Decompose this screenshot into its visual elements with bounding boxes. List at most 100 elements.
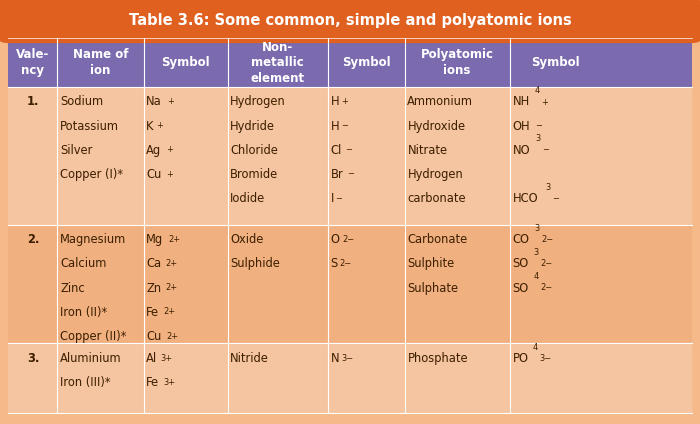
Text: 4: 4 (535, 86, 540, 95)
Text: Fe: Fe (146, 306, 160, 319)
Text: +: + (156, 121, 163, 130)
Text: Hydrogen: Hydrogen (230, 95, 286, 109)
Text: 2−: 2− (540, 259, 552, 268)
Text: Non-
metallic
element: Non- metallic element (251, 41, 304, 84)
Text: Al: Al (146, 352, 158, 365)
Text: N: N (330, 352, 339, 365)
Text: 2+: 2+ (166, 259, 178, 268)
Text: 2+: 2+ (163, 307, 176, 316)
Text: Zinc: Zinc (60, 282, 85, 295)
Text: Zn: Zn (146, 282, 162, 295)
Text: Calcium: Calcium (60, 257, 106, 271)
Text: Ag: Ag (146, 144, 162, 157)
Text: 4: 4 (533, 272, 538, 281)
Text: Polyatomic
ions: Polyatomic ions (421, 48, 494, 77)
Text: Sulphate: Sulphate (407, 282, 458, 295)
Text: Symbol: Symbol (342, 56, 391, 69)
Text: 2.: 2. (27, 233, 39, 246)
Text: NH: NH (512, 95, 530, 109)
Text: H: H (330, 120, 339, 133)
Text: −: − (552, 194, 559, 203)
Text: Oxide: Oxide (230, 233, 264, 246)
Text: K: K (146, 120, 154, 133)
Text: O: O (330, 233, 340, 246)
Text: +: + (166, 170, 173, 179)
Text: NO: NO (512, 144, 530, 157)
Text: −: − (342, 121, 349, 130)
Text: 2−: 2− (540, 283, 552, 292)
Text: 2−: 2− (342, 235, 354, 244)
Text: Cu: Cu (146, 330, 162, 343)
Text: Mg: Mg (146, 233, 163, 246)
Text: Hydrogen: Hydrogen (407, 168, 463, 181)
Text: 4: 4 (533, 343, 538, 351)
Text: +: + (166, 145, 173, 154)
Text: Sodium: Sodium (60, 95, 104, 109)
Bar (8, 225, 692, 343)
Text: CO: CO (512, 233, 529, 246)
Text: Sulphite: Sulphite (407, 257, 455, 271)
Text: HCO: HCO (512, 192, 538, 205)
Text: SO: SO (512, 257, 528, 271)
Text: Copper (II)*: Copper (II)* (60, 330, 127, 343)
Text: 2−: 2− (541, 235, 553, 244)
Text: Na: Na (146, 95, 162, 109)
Text: +: + (167, 97, 174, 106)
Text: 3: 3 (533, 248, 538, 257)
Text: 2+: 2+ (166, 283, 178, 292)
Text: Carbonate: Carbonate (407, 233, 468, 246)
Text: Cl: Cl (330, 144, 342, 157)
Text: Bromide: Bromide (230, 168, 279, 181)
Text: Table 3.6: Some common, simple and polyatomic ions: Table 3.6: Some common, simple and polya… (129, 13, 571, 28)
Text: 2+: 2+ (166, 332, 178, 340)
Bar (8, 38, 692, 87)
Text: −: − (347, 170, 354, 179)
Text: 3−: 3− (540, 354, 552, 363)
Text: OH: OH (512, 120, 530, 133)
Text: 3−: 3− (342, 354, 354, 363)
Text: Phosphate: Phosphate (407, 352, 468, 365)
Text: Cu: Cu (146, 168, 162, 181)
Text: Ammonium: Ammonium (407, 95, 473, 109)
Text: Symbol: Symbol (531, 56, 580, 69)
Text: 3: 3 (535, 134, 540, 143)
FancyBboxPatch shape (0, 0, 700, 42)
Text: 3+: 3+ (161, 354, 173, 363)
Text: 1.: 1. (27, 95, 39, 109)
Text: Hydroxide: Hydroxide (407, 120, 466, 133)
Text: PO: PO (512, 352, 528, 365)
Text: Name of
ion: Name of ion (73, 48, 128, 77)
Text: Symbol: Symbol (161, 56, 210, 69)
Text: I: I (330, 192, 334, 205)
Text: Silver: Silver (60, 144, 92, 157)
Text: Br: Br (330, 168, 343, 181)
Text: −: − (535, 121, 542, 130)
Text: Iodide: Iodide (230, 192, 265, 205)
Text: 3: 3 (534, 224, 540, 233)
Text: 3: 3 (545, 183, 551, 192)
Text: Copper (I)*: Copper (I)* (60, 168, 123, 181)
Text: S: S (330, 257, 337, 271)
Bar (8, 343, 692, 413)
Text: Chloride: Chloride (230, 144, 278, 157)
Text: 2−: 2− (340, 259, 352, 268)
Text: +: + (342, 97, 349, 106)
Text: Fe: Fe (146, 376, 160, 389)
Text: Iron (III)*: Iron (III)* (60, 376, 111, 389)
Text: Magnesium: Magnesium (60, 233, 127, 246)
Text: Ca: Ca (146, 257, 162, 271)
Text: SO: SO (512, 282, 528, 295)
Text: 3+: 3+ (163, 378, 176, 387)
Text: Aluminium: Aluminium (60, 352, 122, 365)
Text: −: − (542, 145, 549, 154)
Text: −: − (345, 145, 352, 154)
Text: H: H (330, 95, 339, 109)
Text: Nitrate: Nitrate (407, 144, 447, 157)
Text: 3.: 3. (27, 352, 39, 365)
Text: Iron (II)*: Iron (II)* (60, 306, 107, 319)
Text: carbonate: carbonate (407, 192, 466, 205)
Text: 2+: 2+ (169, 235, 181, 244)
Text: Potassium: Potassium (60, 120, 119, 133)
Text: −: − (335, 194, 342, 203)
Bar (8, 87, 692, 225)
